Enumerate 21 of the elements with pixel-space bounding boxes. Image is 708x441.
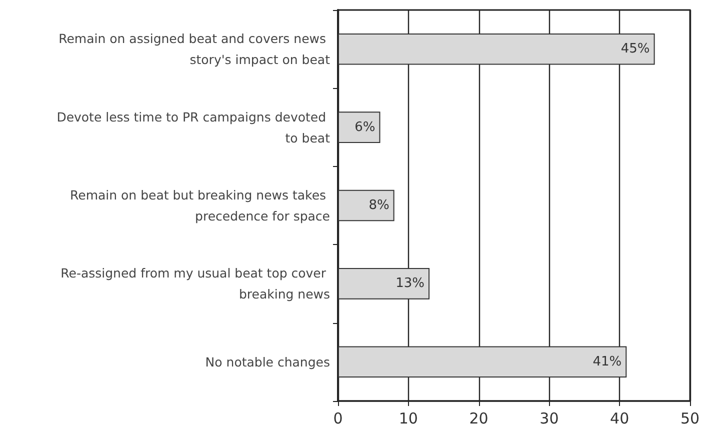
- bar: [338, 190, 394, 222]
- x-tick-label: 10: [398, 410, 418, 428]
- x-tick-label: 30: [540, 410, 559, 428]
- data-label: 8%: [368, 198, 390, 213]
- y-tick-label: Remain on beat but breaking news takes precedence for space: [70, 188, 330, 224]
- y-tick-label: Devote less time to PR campaigns devoted to beat: [56, 109, 330, 146]
- data-label: 13%: [396, 276, 425, 292]
- y-tick-label: No notable changes: [205, 354, 330, 370]
- x-tick-label: 20: [469, 410, 488, 428]
- x-tick-label: 40: [610, 410, 630, 428]
- x-tick-label: 50: [680, 410, 700, 428]
- y-tick-label: Remain on assigned beat and covers news story's impact on beat: [58, 31, 330, 68]
- x-tick-label: 0: [333, 410, 343, 428]
- data-label: 45%: [620, 42, 650, 57]
- data-label: 6%: [354, 120, 376, 135]
- y-tick-label: Re-assigned from my usual beat top cover breaking news: [60, 266, 330, 302]
- data-label: 41%: [592, 354, 622, 370]
- bar: [338, 346, 627, 378]
- bar: [338, 268, 430, 300]
- bar: [338, 33, 655, 65]
- bar: [338, 112, 380, 143]
